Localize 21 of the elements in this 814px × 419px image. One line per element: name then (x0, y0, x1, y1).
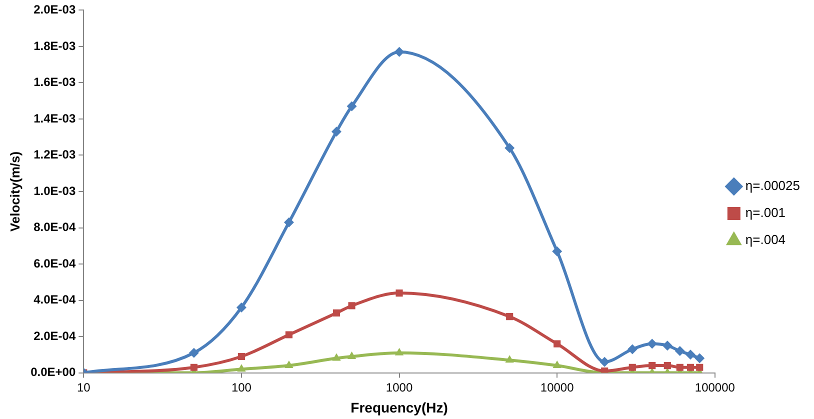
x-axis-title: Frequency(Hz) (350, 399, 448, 416)
y-tick-label: 6.0E-04 (34, 256, 76, 270)
y-tick-label: 2.0E-03 (34, 2, 76, 17)
x-tick-label: 10 (76, 380, 91, 394)
x-tick-label: 1000 (386, 380, 413, 394)
x-tick-label: 100000 (694, 380, 736, 394)
legend-label: η=.004 (745, 232, 786, 248)
y-tick-label: 4.0E-04 (34, 292, 76, 307)
y-tick-label: 2.0E-04 (34, 328, 76, 343)
y-tick-label: 1.4E-03 (34, 111, 76, 126)
legend-label: η=.00025 (745, 178, 800, 194)
x-tick-label: 100 (231, 380, 252, 394)
legend-label: η=.001 (745, 205, 786, 220)
y-axis-title: Velocity(m/s) (7, 151, 22, 232)
y-tick-label: 8.0E-04 (34, 220, 76, 234)
y-tick-label: 1.0E-03 (34, 184, 76, 198)
x-tick-label: 10000 (540, 380, 574, 394)
y-tick-label: 1.2E-03 (34, 148, 76, 162)
y-tick-label: 0.0E+00 (30, 365, 76, 380)
y-tick-label: 1.6E-03 (34, 75, 76, 90)
y-tick-label: 1.8E-03 (34, 38, 76, 53)
